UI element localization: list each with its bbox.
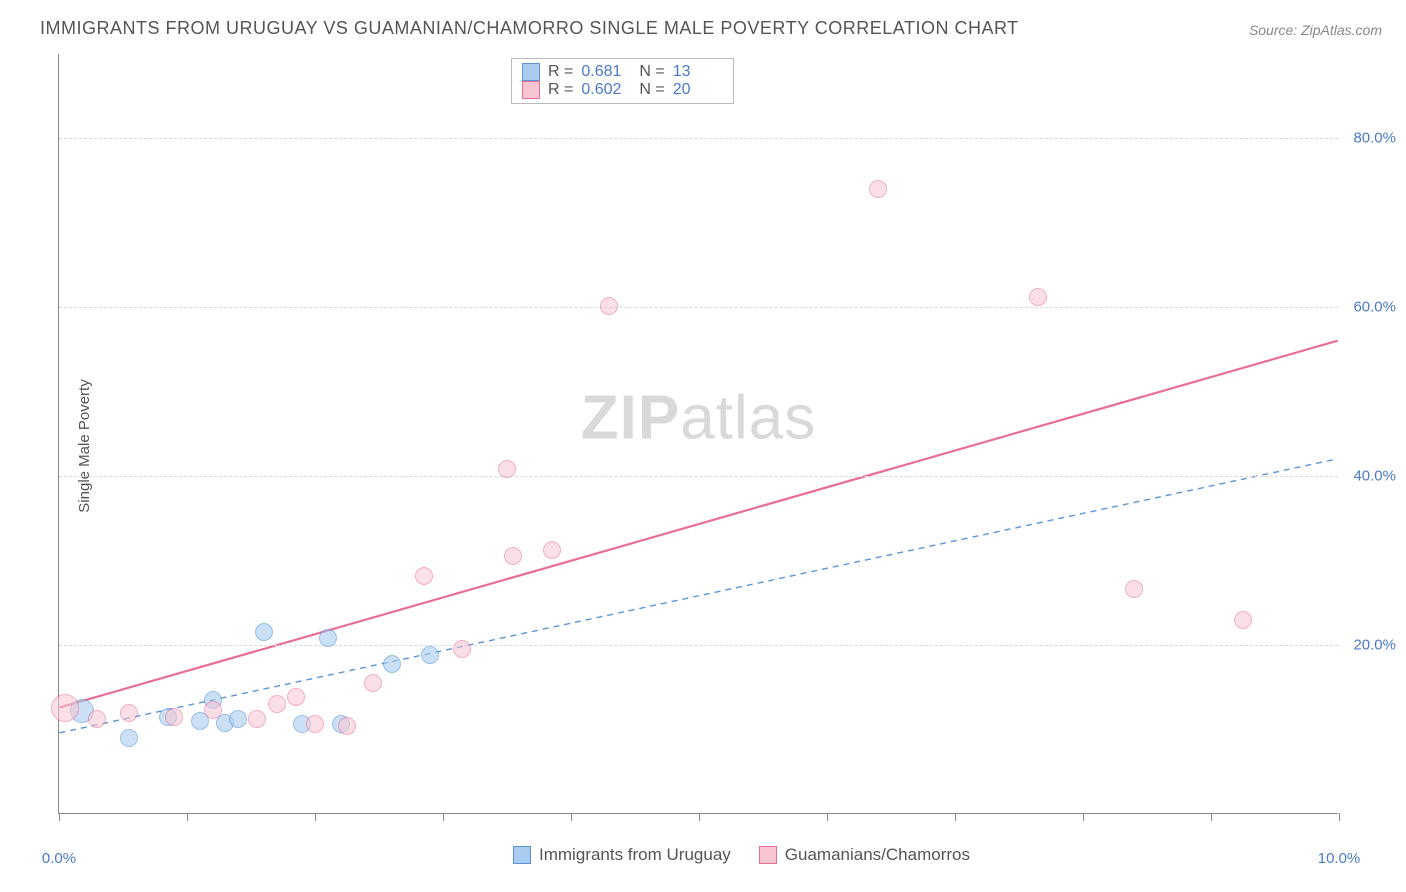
point-guam [1029,288,1047,306]
stat-n-label: N = [639,81,664,99]
gridline-h [59,645,1338,646]
point-guam [600,297,618,315]
y-tick-label: 40.0% [1353,468,1396,485]
point-guam [248,710,266,728]
swatch-guam [522,81,540,99]
point-guam [543,541,561,559]
watermark: ZIPatlas [581,383,816,454]
legend-item-uruguay: Immigrants from Uruguay [513,845,731,865]
swatch-uruguay [522,63,540,81]
point-guam [120,704,138,722]
chart-title: IMMIGRANTS FROM URUGUAY VS GUAMANIAN/CHA… [40,18,1019,39]
x-tick [827,813,828,821]
legend-label: Immigrants from Uruguay [539,845,731,865]
swatch-uruguay [513,846,531,864]
gridline-h [59,476,1338,477]
point-guam [1125,580,1143,598]
y-tick-label: 20.0% [1353,637,1396,654]
gridline-h [59,138,1338,139]
plot-area: ZIPatlas R =0.681N =13R =0.602N =20 20.0… [58,54,1338,814]
source-attribution: Source: ZipAtlas.com [1249,22,1382,38]
point-uruguay [229,710,247,728]
point-uruguay [383,655,401,673]
stats-legend-box: R = 0.681 N = 13 R = 0.602 N = 20 [511,58,734,104]
x-tick-label: 10.0% [1318,850,1361,867]
stat-r-value: 0.681 [581,63,631,81]
swatch-guam [759,846,777,864]
point-guam [165,708,183,726]
x-tick-label: 0.0% [42,850,76,867]
point-guam [498,460,516,478]
point-guam [338,717,356,735]
x-tick [571,813,572,821]
stat-r-label: R = [548,63,573,81]
point-uruguay [255,623,273,641]
regression-line-guam [59,341,1337,708]
watermark-zip: ZIP [581,384,680,453]
regression-lines-layer [59,54,1338,813]
point-guam [88,710,106,728]
y-tick-label: 60.0% [1353,299,1396,316]
watermark-atlas: atlas [680,384,816,453]
point-uruguay [120,729,138,747]
x-tick [187,813,188,821]
x-tick [955,813,956,821]
x-tick [315,813,316,821]
x-tick [443,813,444,821]
legend-label: Guamanians/Chamorros [785,845,970,865]
legend-item-guam: Guamanians/Chamorros [759,845,970,865]
x-tick [699,813,700,821]
point-guam [869,180,887,198]
x-tick [1211,813,1212,821]
point-guam [287,688,305,706]
stat-n-value: 13 [673,63,723,81]
legend-bottom: Immigrants from Uruguay Guamanians/Chamor… [513,845,970,865]
point-guam [306,715,324,733]
x-tick [1083,813,1084,821]
point-uruguay [421,646,439,664]
stat-r-value: 0.602 [581,81,631,99]
point-guam [453,640,471,658]
point-guam [204,701,222,719]
point-guam [1234,611,1252,629]
point-guam [268,695,286,713]
x-tick [59,813,60,821]
point-guam [51,694,79,722]
stat-r-label: R = [548,81,573,99]
point-guam [364,674,382,692]
stats-row-uruguay: R = 0.681 N = 13 [522,63,723,81]
point-guam [504,547,522,565]
point-uruguay [319,629,337,647]
point-guam [415,567,433,585]
stats-row-guam: R = 0.602 N = 20 [522,81,723,99]
x-tick [1339,813,1340,821]
gridline-h [59,307,1338,308]
regression-line-uruguay [59,459,1337,733]
stat-n-label: N = [639,63,664,81]
stat-n-value: 20 [673,81,723,99]
y-tick-label: 80.0% [1353,130,1396,147]
